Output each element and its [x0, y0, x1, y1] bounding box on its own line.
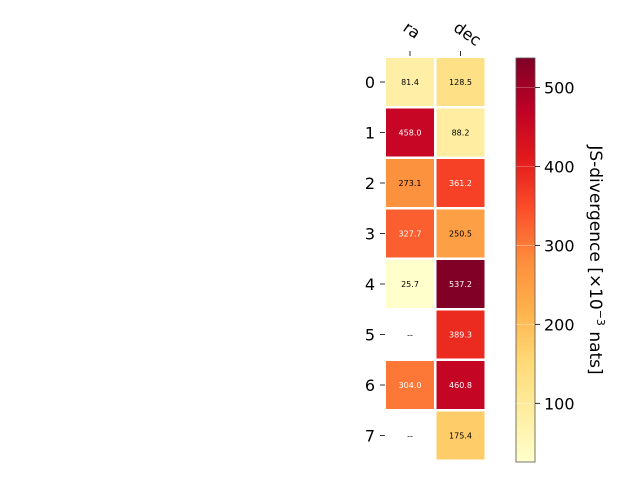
- heatmap-cell: [436, 361, 485, 409]
- heatmap-cell: [436, 411, 485, 460]
- cell-value-label: 81.4: [401, 78, 419, 87]
- row-tick-label: 6: [365, 376, 375, 395]
- heatmap-cell: [436, 159, 485, 207]
- cell-value-label: 273.1: [399, 179, 422, 188]
- heatmap-cell: [436, 260, 485, 308]
- colorbar-tick-label: 100: [544, 394, 575, 413]
- colorbar-ticks: 100 200 300 400 500: [516, 78, 575, 413]
- row-tick-label: 1: [365, 124, 375, 143]
- colorbar-tick-label: 400: [544, 157, 575, 176]
- colorbar-tick-label: 500: [544, 78, 575, 97]
- cell-value-label: --: [407, 432, 413, 441]
- cell-value-label: 458.0: [399, 129, 422, 138]
- colorbar-gradient: [515, 57, 536, 463]
- cell-value-label: 304.0: [399, 381, 422, 390]
- colorbar-tick-label: 200: [544, 315, 575, 334]
- cell-value-label: 537.2: [449, 280, 472, 289]
- cell-value-label: 250.5: [449, 230, 472, 239]
- row-tick-label: 4: [365, 275, 375, 294]
- heatmap-cell: [386, 58, 434, 106]
- row-tick-label: 5: [365, 326, 375, 345]
- colorbar: 100 200 300 400 500 JS-divergence [×10−3 nat…: [515, 57, 607, 463]
- cell-value-label: 389.3: [449, 331, 472, 340]
- cell-value-label: 327.7: [399, 230, 422, 239]
- colorbar-tick-label: 300: [544, 236, 575, 255]
- column-tick-label: dec: [450, 18, 484, 50]
- heatmap-cell: [436, 310, 485, 359]
- heatmap-cell: [436, 108, 485, 157]
- column-tick-labels: ra dec: [400, 18, 485, 56]
- cell-value-label: --: [407, 331, 413, 340]
- cell-value-label: 175.4: [449, 432, 472, 441]
- heatmap-cells: 81.4 128.5 458.0 88.2 273.1 361.2 327.7 250.5 25…: [386, 58, 485, 460]
- cell-value-label: 25.7: [401, 280, 419, 289]
- cell-value-label: 88.2: [452, 129, 470, 138]
- row-tick-label: 0: [365, 73, 375, 92]
- cell-value-label: 128.5: [449, 78, 472, 87]
- heatmap-cell: [436, 58, 485, 106]
- cell-value-label: 361.2: [449, 179, 472, 188]
- heatmap-cell: [386, 209, 434, 258]
- heatmap-cell: [386, 361, 434, 409]
- row-tick-label: 3: [365, 225, 375, 244]
- heatmap-cell: [386, 159, 434, 207]
- row-tick-labels: 0 1 2 3 4 5 6 7: [365, 73, 385, 446]
- column-tick-label: ra: [400, 18, 424, 43]
- cell-value-label: 460.8: [449, 381, 472, 390]
- row-tick-label: 2: [365, 174, 375, 193]
- colorbar-label: JS-divergence [×10−3 nats]: [585, 144, 607, 374]
- heatmap-cell: [386, 108, 434, 157]
- row-tick-label: 7: [365, 427, 375, 446]
- heatmap-cell: [386, 260, 434, 308]
- heatmap-cell: [436, 209, 485, 258]
